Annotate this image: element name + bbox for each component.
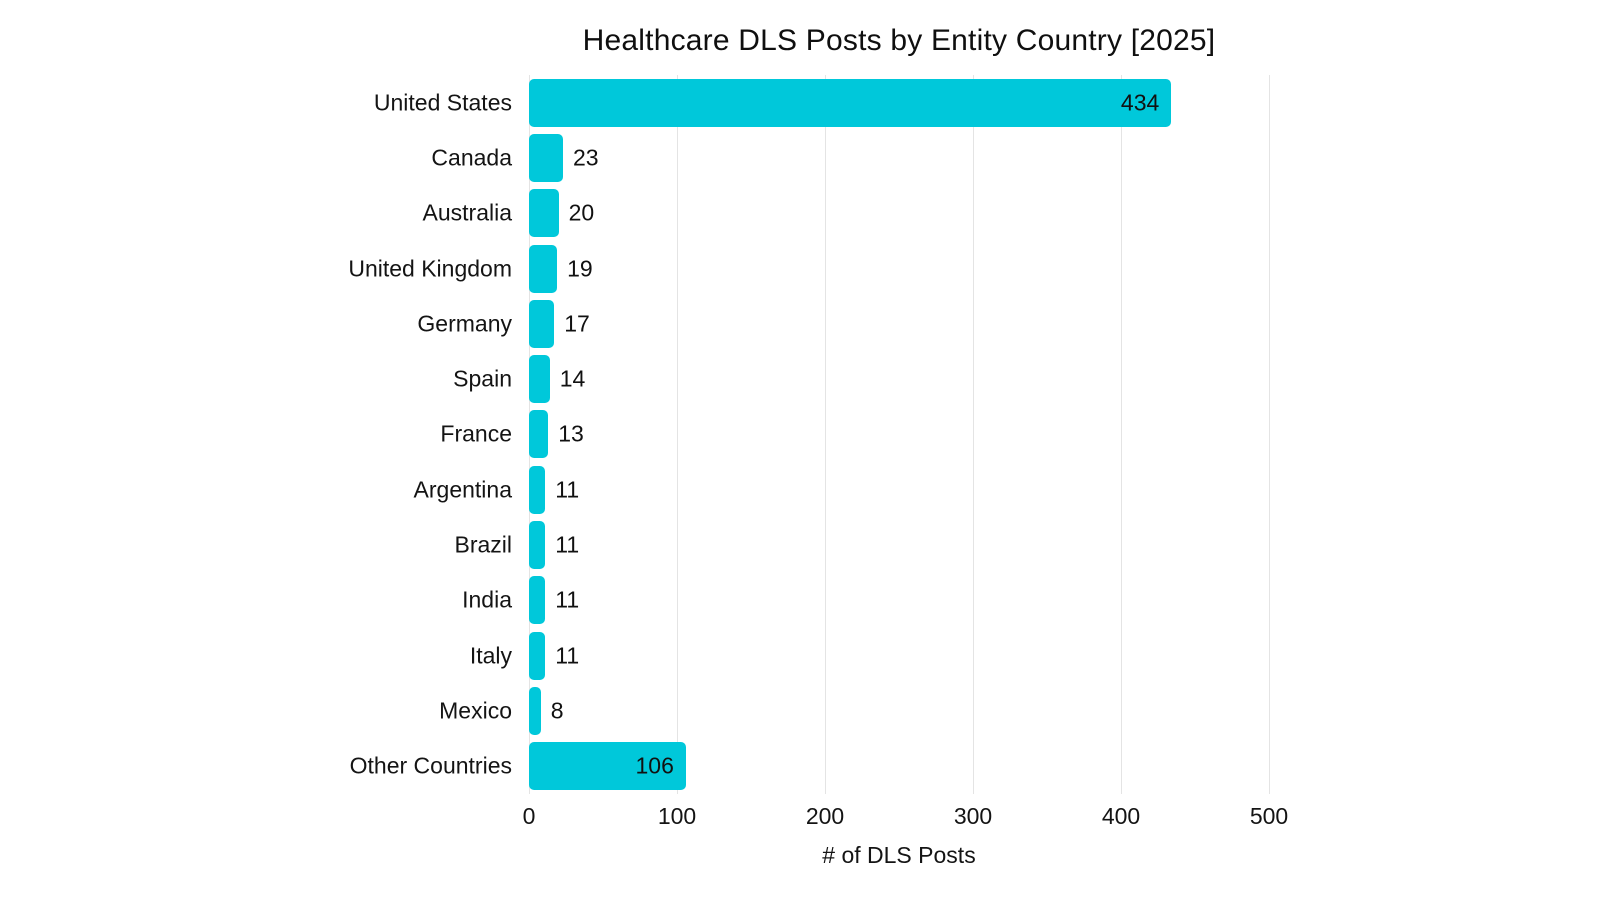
- y-axis-label: Italy: [469, 642, 512, 669]
- bar-row: United Kingdom 19: [348, 241, 1289, 296]
- bar: 13: [529, 410, 584, 459]
- bar-row: Germany 17: [417, 296, 1289, 351]
- y-axis-label: Germany: [417, 310, 512, 337]
- bar: 11: [529, 631, 579, 680]
- y-axis-label: United States: [373, 89, 512, 116]
- bar: 11: [529, 576, 579, 625]
- y-axis-label: Australia: [422, 199, 512, 226]
- y-axis-label: Canada: [431, 144, 512, 171]
- value-label: 14: [559, 365, 586, 392]
- x-tick-label: 300: [953, 803, 993, 829]
- bar: 106: [529, 742, 686, 791]
- bar-row: Italy 11: [470, 628, 1289, 683]
- gridline-300: [973, 75, 974, 794]
- x-tick-label: 0: [522, 803, 536, 829]
- value-label: 11: [555, 531, 580, 558]
- x-axis-title: # of DLS Posts: [822, 842, 976, 868]
- value-label: 434: [1120, 89, 1160, 116]
- chart-title: Healthcare DLS Posts by Entity Country […: [582, 24, 1216, 57]
- plot-area: United States 434 Canada 23 Australia 20 Unite…: [348, 75, 1289, 794]
- y-axis-label: Other Countries: [349, 752, 512, 779]
- value-label: 11: [555, 642, 580, 669]
- y-axis-label: Spain: [453, 365, 512, 392]
- x-tick-label: 100: [657, 803, 697, 829]
- bar-rows: United States 434 Canada 23 Australia 20 Unite…: [348, 75, 1289, 794]
- value-label: 17: [564, 310, 590, 337]
- bar-row: Brazil 11: [454, 517, 1289, 572]
- y-axis-label: United Kingdom: [348, 255, 512, 282]
- bar-row: Mexico 8: [439, 683, 1289, 738]
- y-axis-label: France: [440, 420, 512, 447]
- bar-row: Canada 23: [431, 130, 1289, 185]
- bar-row: Australia 20: [423, 186, 1289, 241]
- bar: 11: [529, 465, 579, 514]
- gridline-500: [1269, 75, 1270, 794]
- x-tick-label: 200: [805, 803, 845, 829]
- gridline-200: [825, 75, 826, 794]
- bar: 20: [529, 189, 594, 238]
- gridline-100: [677, 75, 678, 794]
- y-axis-label: Brazil: [454, 531, 512, 558]
- bar-row: France 13: [440, 407, 1289, 462]
- y-axis-label: Argentina: [413, 476, 512, 503]
- bar: 23: [529, 133, 599, 182]
- value-label: 19: [567, 255, 593, 282]
- x-axis-ticks: 0 100 200 300 400 500: [523, 803, 1289, 833]
- bar: 14: [529, 355, 585, 404]
- bar-row: India 11: [462, 573, 1289, 628]
- gridline-400: [1121, 75, 1122, 794]
- bar-row: Spain 14: [453, 351, 1289, 406]
- bar: 17: [529, 299, 590, 348]
- value-label: 13: [558, 420, 584, 447]
- value-label: 11: [555, 476, 580, 503]
- bar-row: United States 434: [374, 75, 1289, 130]
- bar: 8: [529, 686, 564, 735]
- bar-row: Other Countries 106: [350, 739, 1289, 794]
- bar: 19: [529, 244, 593, 293]
- y-axis-label: India: [462, 586, 512, 613]
- x-tick-label: 500: [1249, 803, 1289, 829]
- bar: 11: [529, 521, 579, 570]
- value-label: 23: [573, 144, 599, 171]
- value-label: 8: [550, 697, 564, 724]
- y-axis-label: Mexico: [439, 697, 512, 724]
- bar-row: Argentina 11: [414, 462, 1289, 517]
- value-label: 11: [555, 586, 580, 613]
- value-label: 20: [568, 199, 595, 226]
- x-tick-label: 400: [1101, 803, 1141, 829]
- value-label: 106: [635, 752, 674, 779]
- bar: 434: [529, 78, 1172, 127]
